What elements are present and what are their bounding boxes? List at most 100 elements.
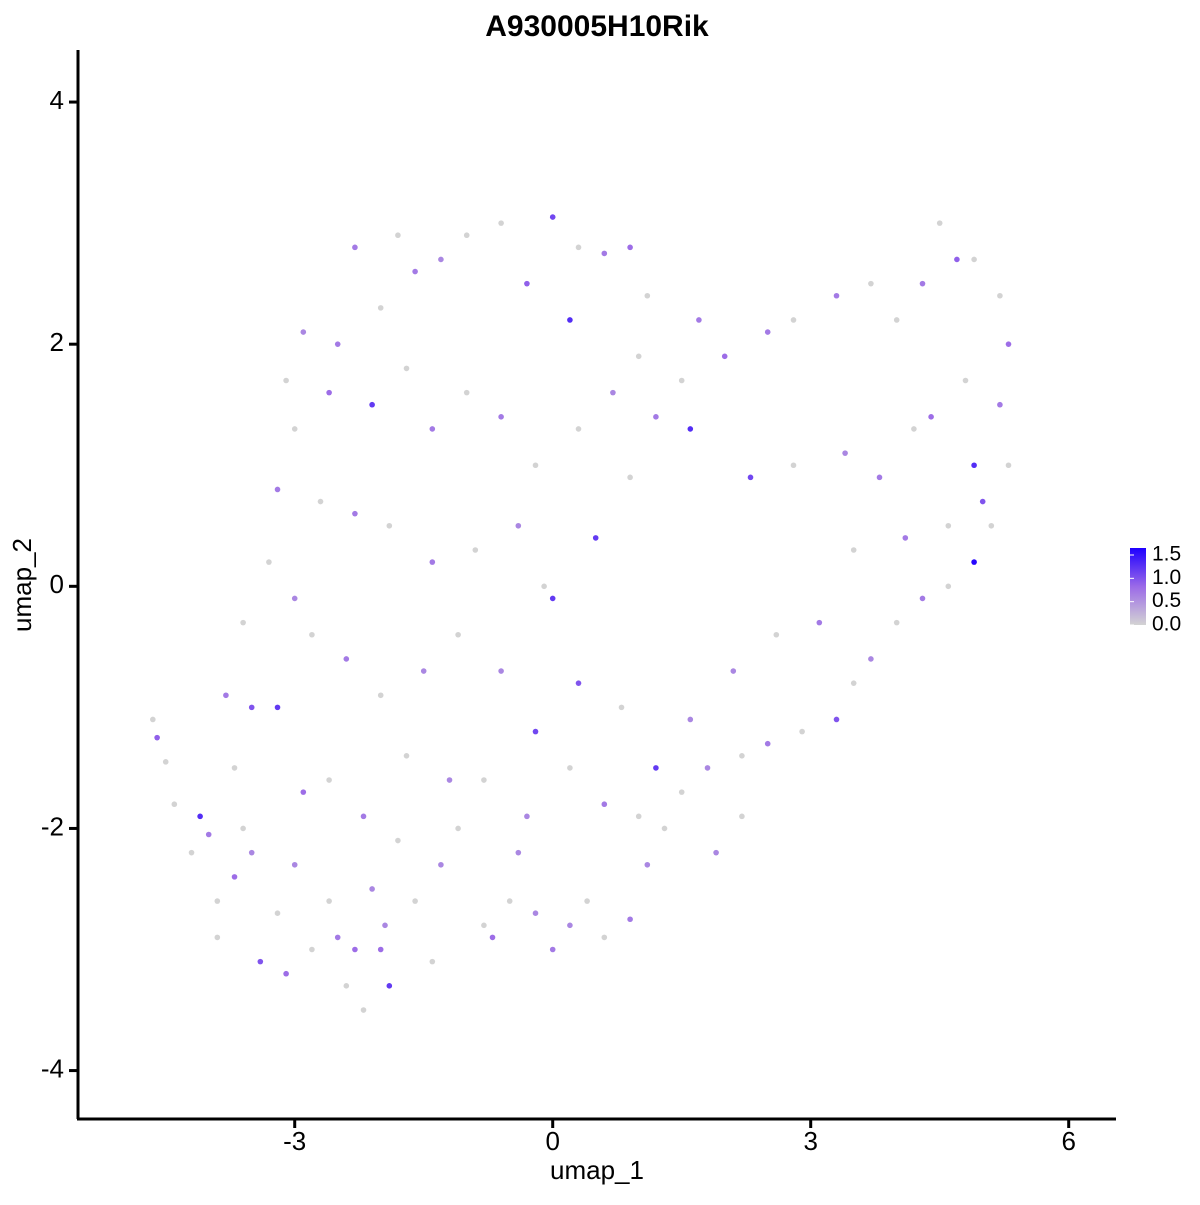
cell-point [842, 450, 848, 456]
cell-point [498, 668, 504, 674]
cell-point [395, 837, 401, 844]
cell-point [635, 813, 642, 820]
cell-point [274, 910, 281, 916]
cell-point [334, 934, 341, 941]
cell-point [429, 958, 436, 965]
cell-point [360, 1007, 367, 1013]
cell-point [291, 426, 298, 432]
cell-point [352, 946, 358, 953]
cell-point [902, 535, 909, 541]
cell-point [481, 777, 487, 783]
cell-point [231, 765, 238, 771]
cell-point [291, 595, 298, 602]
cell-point [240, 825, 246, 832]
cell-point [369, 886, 375, 892]
cell-point [868, 280, 874, 287]
cell-point [971, 256, 977, 263]
cell-point [635, 353, 642, 360]
cell-point [214, 898, 221, 904]
cell-point [919, 280, 926, 287]
cell-point [644, 861, 651, 868]
cell-point [240, 619, 246, 626]
cell-point [446, 777, 453, 783]
x-tick-label: 0 [545, 1126, 559, 1156]
cell-point [300, 789, 307, 795]
cell-point [489, 934, 496, 941]
cell-point [678, 789, 685, 795]
cell-point [524, 280, 530, 287]
cell-point [833, 292, 840, 299]
cell-point [721, 353, 728, 360]
colorbar-label: 0.0 [1152, 613, 1181, 636]
cell-point [945, 522, 952, 529]
cell-point [893, 619, 900, 626]
cell-point [171, 801, 178, 808]
cell-point [524, 813, 530, 820]
cell-point [936, 220, 943, 226]
cell-point [739, 813, 745, 820]
cell-point [687, 426, 694, 432]
cell-point [644, 292, 651, 299]
cell-point [541, 583, 547, 590]
cell-point [377, 692, 384, 699]
cell-point [352, 244, 358, 251]
cell-point [833, 716, 840, 723]
cell-point [584, 898, 590, 904]
cell-point [704, 765, 711, 771]
cell-point [369, 401, 375, 408]
cell-point [653, 414, 659, 420]
cell-point [326, 389, 332, 396]
cell-point [575, 426, 582, 432]
cell-point [868, 656, 874, 662]
cell-point [532, 462, 539, 469]
cell-point [928, 414, 934, 420]
cell-point [876, 474, 883, 481]
cell-point [988, 522, 995, 529]
cell-point [764, 740, 771, 747]
cell-point [162, 759, 169, 765]
cell-point [713, 849, 719, 856]
cell-point [300, 329, 307, 335]
cell-point [575, 244, 582, 251]
cell-point [532, 728, 539, 735]
cell-point [1005, 462, 1012, 469]
cell-point [382, 922, 388, 929]
cell-point [696, 317, 702, 323]
cell-point [472, 547, 479, 553]
cell-point [309, 946, 315, 953]
cell-point [954, 256, 960, 263]
cell-point [661, 825, 668, 832]
y-tick-label: 0 [50, 569, 64, 599]
cell-point [412, 898, 418, 904]
cell-point [739, 753, 745, 759]
cell-point [911, 426, 917, 432]
cell-point [773, 631, 780, 638]
cell-point [283, 970, 289, 977]
cell-point [274, 704, 281, 711]
y-tick-label: -2 [41, 811, 64, 841]
y-tick-label: 4 [50, 85, 64, 115]
cell-point [223, 692, 229, 699]
cell-point [481, 922, 487, 929]
cell-point [343, 983, 350, 989]
cell-point [412, 268, 418, 275]
cell-point [618, 704, 625, 711]
cell-point [283, 377, 289, 384]
cell-point [592, 535, 599, 541]
cell-point [997, 401, 1003, 408]
colorbar-label: 1.5 [1152, 543, 1181, 566]
cell-point [747, 474, 754, 481]
cell-point [549, 595, 556, 602]
cell-point [549, 214, 556, 220]
cell-point [266, 559, 272, 565]
cell-point [498, 220, 504, 226]
cell-point [601, 934, 608, 941]
cell-point [498, 414, 504, 420]
cell-point [790, 317, 797, 323]
cell-point [309, 631, 315, 638]
x-tick-label: 6 [1061, 1126, 1075, 1156]
cell-point [790, 462, 797, 469]
cell-point [567, 317, 573, 323]
cell-point [575, 680, 582, 686]
